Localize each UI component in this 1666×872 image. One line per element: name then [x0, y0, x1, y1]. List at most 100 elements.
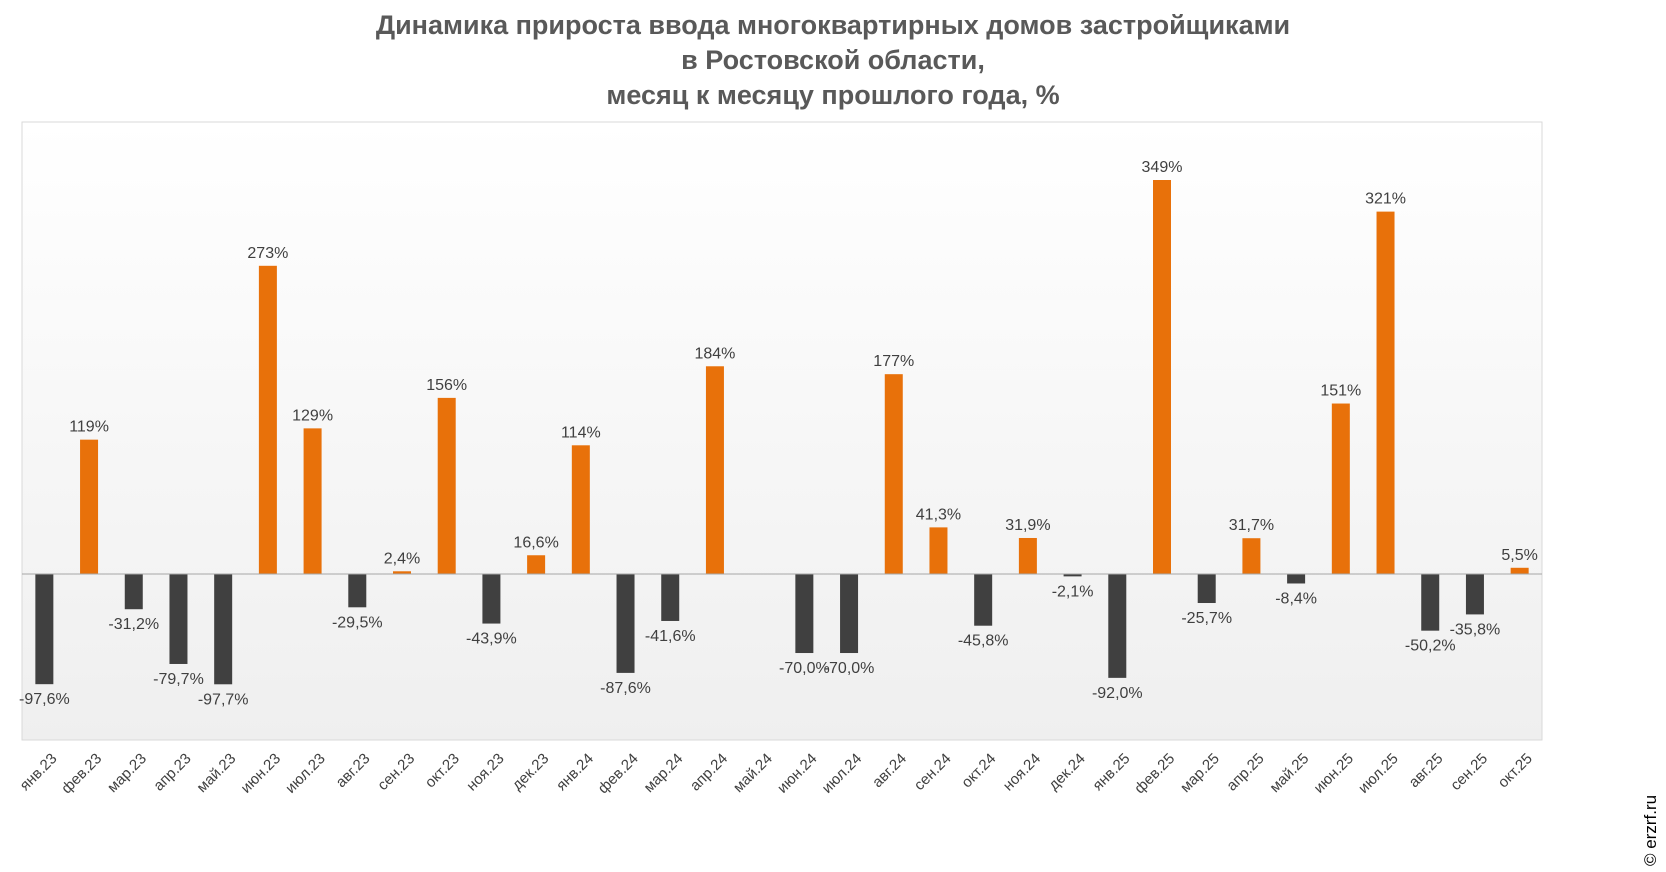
- value-label-окт-24: -45,8%: [958, 633, 1009, 650]
- value-label-апр-24: 184%: [694, 345, 735, 362]
- value-label-мар-23: -31,2%: [108, 616, 159, 633]
- value-label-май-23: -97,7%: [198, 691, 249, 708]
- bars-group: [35, 180, 1529, 685]
- bar-мар-24: [661, 574, 680, 621]
- value-label-май-25: -8,4%: [1275, 590, 1317, 607]
- x-tick-сен-25: сен.25: [1447, 750, 1491, 794]
- x-tick-окт-23: окт.23: [422, 750, 463, 791]
- chart-title-line-2: в Ростовской области,: [681, 45, 985, 75]
- x-tick-май-24: май.24: [730, 750, 776, 796]
- plot-area: [21, 121, 1543, 741]
- value-label-июл-24: -70,0%: [824, 660, 875, 677]
- x-tick-мар-25: мар.25: [1177, 750, 1223, 796]
- value-label-июл-23: 129%: [292, 407, 333, 424]
- bar-июл-24: [840, 574, 859, 654]
- bar-июн-23: [258, 265, 277, 574]
- bar-дек-24: [1063, 574, 1082, 577]
- bar-ноя-23: [482, 574, 501, 624]
- bar-авг-23: [348, 574, 367, 608]
- x-tick-фев-24: фев.24: [595, 750, 642, 797]
- value-label-сен-24: 41,3%: [916, 506, 961, 523]
- x-tick-июл-24: июл.24: [819, 750, 866, 797]
- value-label-сен-25: -35,8%: [1450, 621, 1501, 638]
- bar-авг-25: [1421, 574, 1440, 631]
- x-tick-апр-25: апр.25: [1223, 750, 1267, 794]
- value-label-июн-25: 151%: [1320, 383, 1361, 400]
- bar-дек-23: [527, 555, 546, 574]
- x-tick-июн-23: июн.23: [238, 750, 285, 797]
- bar-сен-24: [929, 527, 948, 574]
- value-label-сен-23: 2,4%: [384, 550, 420, 567]
- x-tick-янв-24: янв.24: [553, 750, 597, 794]
- x-tick-июн-24: июн.24: [774, 750, 821, 797]
- value-label-июл-25: 321%: [1365, 191, 1406, 208]
- value-label-ноя-23: -43,9%: [466, 631, 517, 648]
- value-label-фев-24: -87,6%: [600, 680, 651, 697]
- value-label-авг-23: -29,5%: [332, 614, 383, 631]
- bar-ноя-24: [1018, 537, 1037, 574]
- bar-фев-23: [80, 439, 99, 574]
- chart-title-line-3: месяц к месяцу прошлого года, %: [606, 80, 1060, 110]
- value-labels-group: -97,6% 119% -31,2% -79,7% -97,7% 273% 129% -29,…: [19, 159, 1538, 708]
- x-tick-янв-23: янв.23: [17, 750, 61, 794]
- x-tick-мар-24: мар.24: [641, 750, 687, 796]
- bar-июн-24: [795, 574, 814, 654]
- value-label-дек-24: -2,1%: [1052, 583, 1094, 600]
- x-tick-апр-24: апр.24: [687, 750, 731, 794]
- value-label-фев-25: 349%: [1142, 159, 1183, 176]
- bar-сен-23: [393, 571, 411, 574]
- bar-июл-23: [303, 428, 322, 574]
- watermark-text: © erzrf.ru: [1641, 795, 1660, 866]
- bar-фев-24: [616, 574, 635, 673]
- x-tick-июн-25: июн.25: [1311, 750, 1358, 797]
- value-label-янв-25: -92,0%: [1092, 685, 1143, 702]
- bar-авг-24: [884, 374, 903, 574]
- value-label-апр-23: -79,7%: [153, 671, 204, 688]
- x-tick-май-23: май.23: [193, 750, 239, 796]
- value-label-июн-24: -70,0%: [779, 660, 830, 677]
- value-label-мар-24: -41,6%: [645, 628, 696, 645]
- bar-май-25: [1287, 574, 1306, 584]
- bar-янв-24: [571, 445, 590, 574]
- x-tick-фев-25: фев.25: [1131, 750, 1178, 797]
- x-tick-мар-23: мар.23: [104, 750, 150, 796]
- bar-фев-25: [1153, 180, 1171, 574]
- bar-апр-24: [705, 366, 724, 574]
- x-tick-авг-25: авг.25: [1406, 750, 1447, 791]
- x-tick-сен-23: сен.23: [374, 750, 418, 794]
- x-tick-ноя-23: ноя.23: [463, 750, 507, 794]
- x-tick-фев-23: фев.23: [58, 750, 105, 797]
- x-tick-авг-24: авг.24: [869, 750, 910, 791]
- x-tick-окт-25: окт.25: [1495, 750, 1536, 791]
- x-tick-июл-25: июл.25: [1355, 750, 1402, 797]
- value-label-фев-23: 119%: [69, 419, 109, 436]
- value-label-авг-24: 177%: [873, 353, 914, 370]
- x-tick-дек-23: дек.23: [509, 750, 552, 793]
- chart-title-line-1: Динамика прироста ввода многоквартирных …: [375, 10, 1291, 40]
- x-tick-авг-23: авг.23: [333, 750, 374, 791]
- bar-янв-23: [35, 574, 54, 685]
- bar-май-23: [214, 574, 233, 685]
- value-label-мар-25: -25,7%: [1181, 610, 1232, 627]
- x-tick-сен-24: сен.24: [911, 750, 955, 794]
- bar-сен-25: [1465, 574, 1484, 615]
- x-tick-окт-24: окт.24: [958, 750, 999, 791]
- x-tick-июл-23: июл.23: [282, 750, 329, 797]
- value-label-ноя-24: 31,9%: [1005, 517, 1050, 534]
- value-label-дек-23: 16,6%: [513, 534, 558, 551]
- x-tick-май-25: май.25: [1266, 750, 1312, 796]
- bar-июн-25: [1331, 403, 1350, 574]
- bar-янв-25: [1108, 574, 1127, 678]
- x-tick-дек-24: дек.24: [1045, 750, 1088, 793]
- value-label-окт-25: 5,5%: [1501, 547, 1537, 564]
- bar-мар-23: [124, 574, 143, 610]
- value-label-янв-24: 114%: [561, 424, 601, 441]
- bar-апр-23: [169, 574, 188, 664]
- x-tick-ноя-24: ноя.24: [1000, 750, 1044, 794]
- bar-апр-25: [1242, 538, 1261, 574]
- value-label-янв-23: -97,6%: [19, 691, 70, 708]
- bar-мар-25: [1197, 574, 1216, 604]
- bar-окт-25: [1510, 567, 1529, 574]
